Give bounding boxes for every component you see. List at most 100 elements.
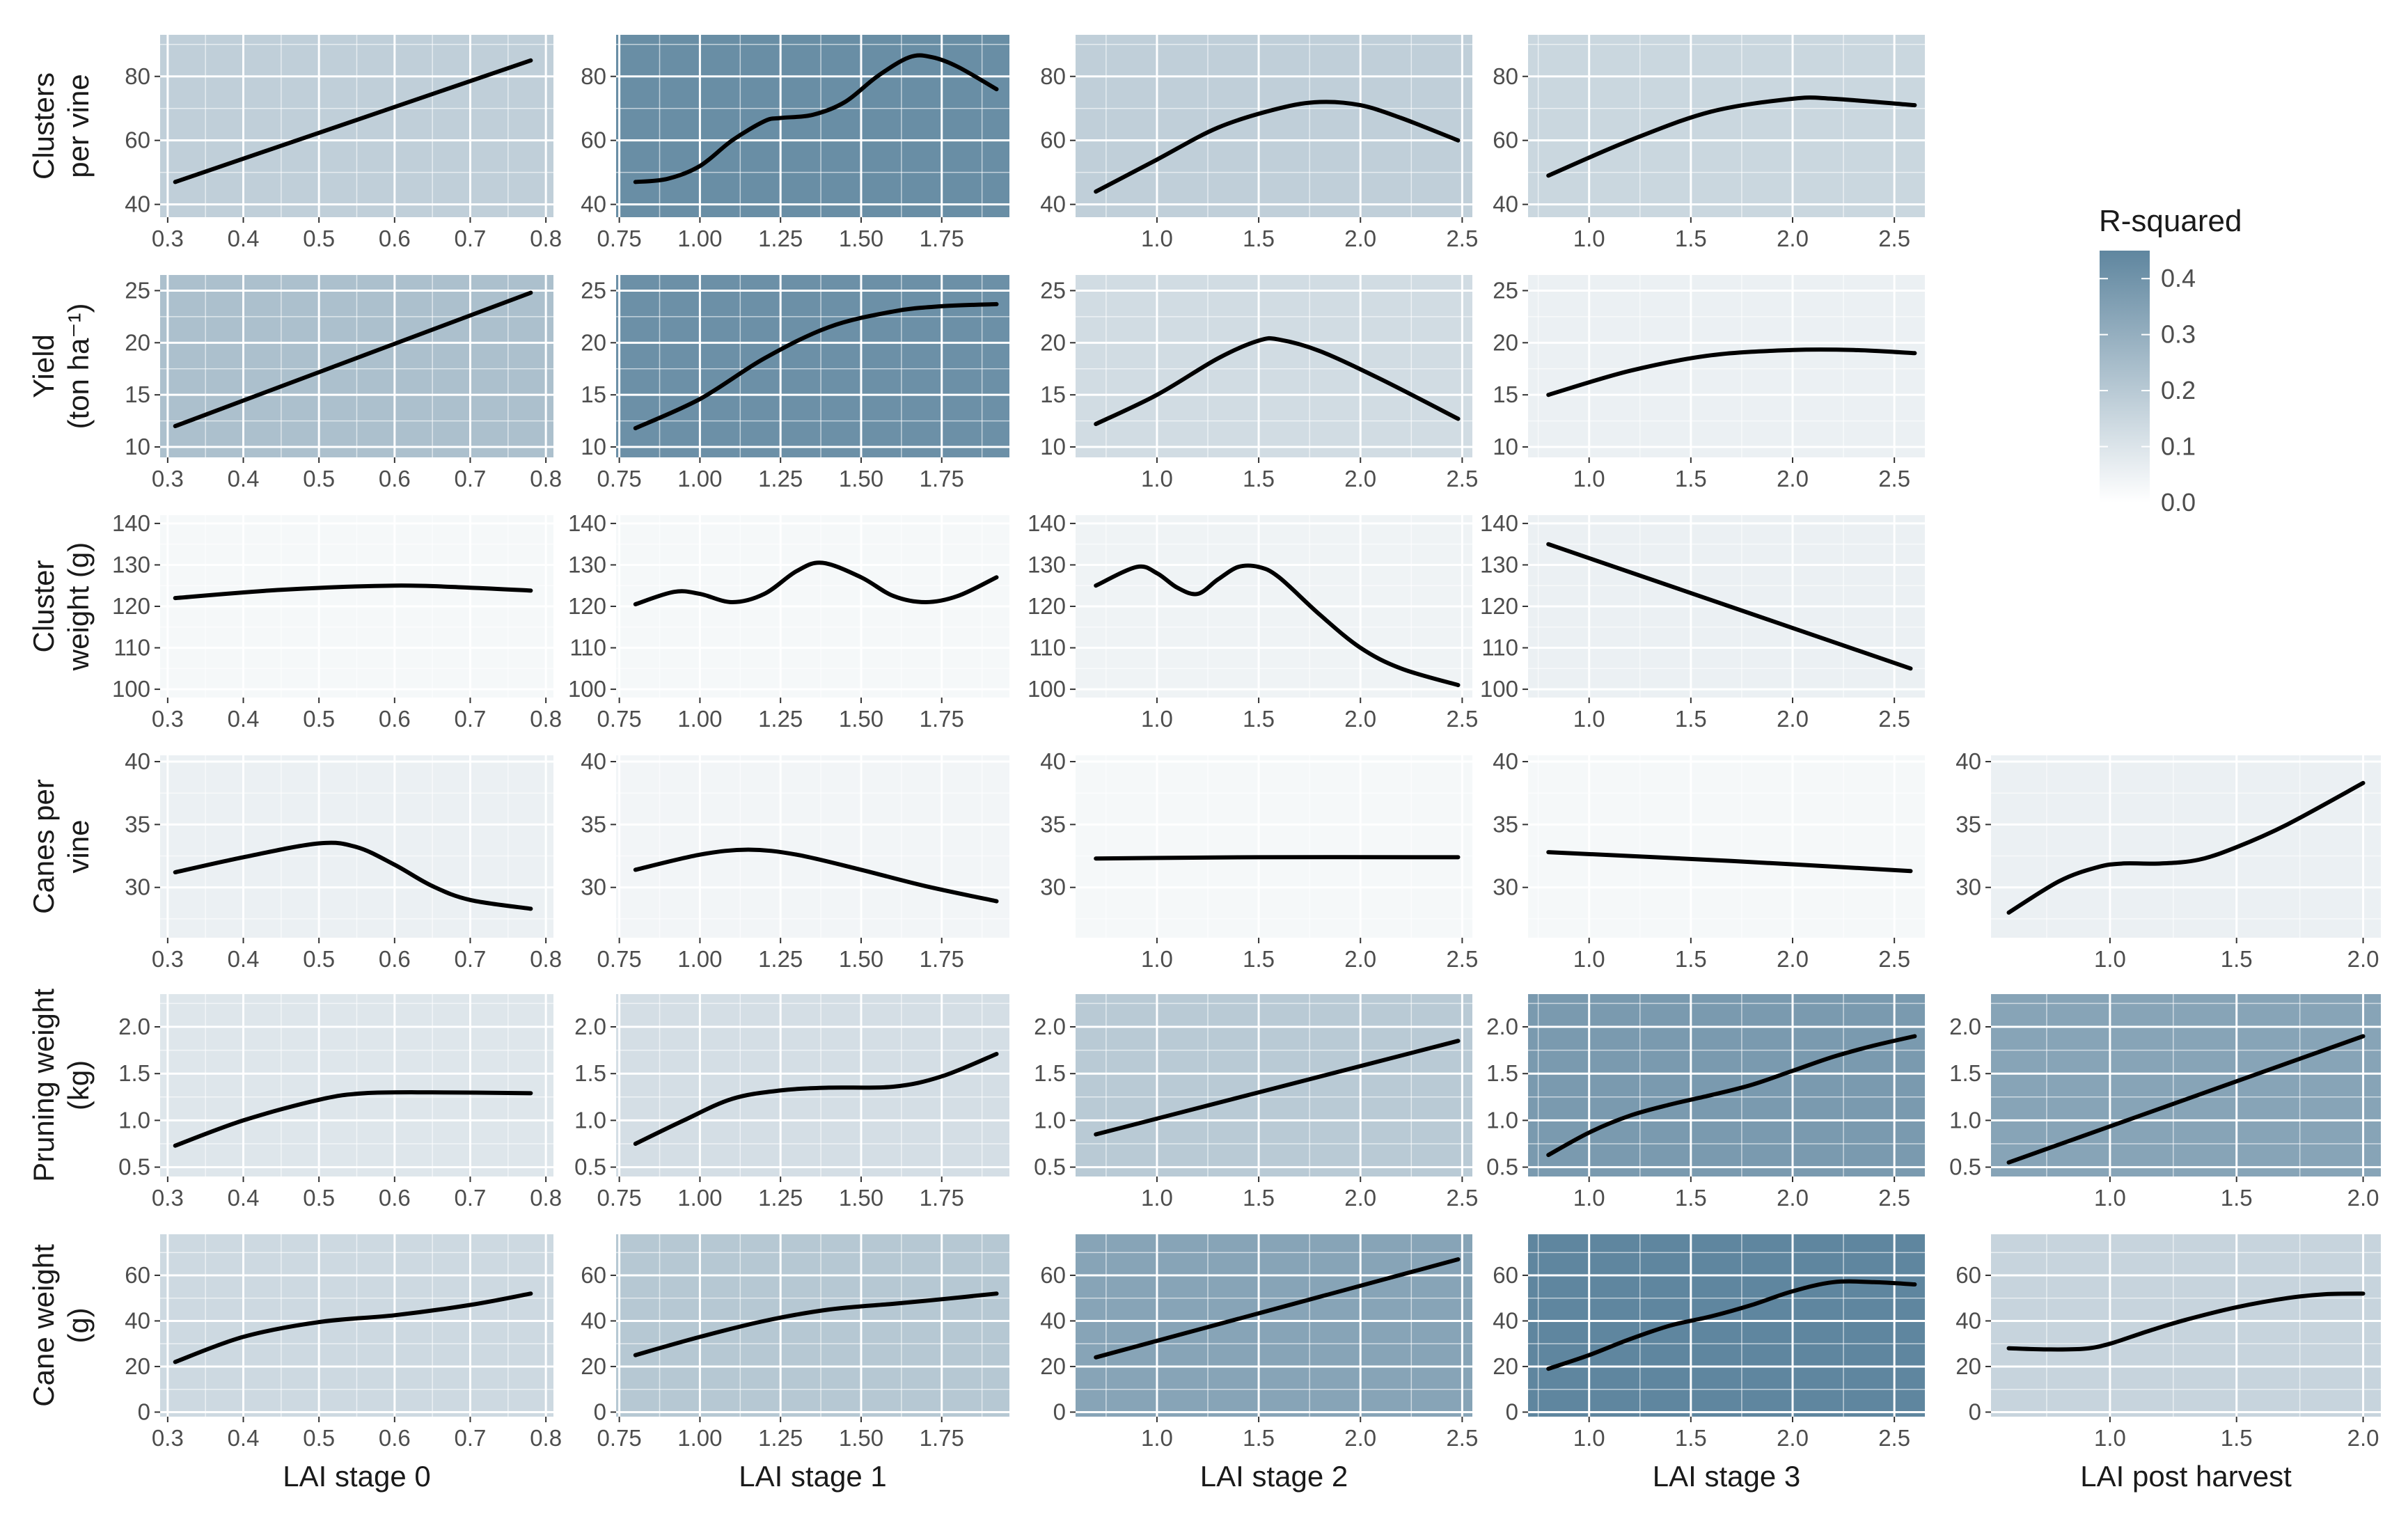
x-tick-label: 0.4 [228,466,260,491]
fitted-line [633,301,999,431]
x-tick-label: 0.3 [152,226,184,251]
fitted-line [2006,1291,2366,1352]
y-tick-label: 110 [1029,635,1066,661]
y-tick-label: 100 [568,676,606,702]
y-tick-label: 60 [1493,1262,1518,1288]
y-tick-label: 0.5 [1034,1154,1066,1180]
fitted-line [1546,95,1917,178]
x-tick-label: 2.0 [2347,946,2379,972]
y-tick-label: 40 [581,748,606,774]
row-label-line: Cluster [27,560,60,652]
y-tick-label: 0 [138,1399,150,1424]
x-tick-label: 2.0 [1344,226,1376,251]
x-tick-label: 0.5 [303,1185,335,1211]
x-tick-label: 0.8 [530,706,562,732]
x-tick-label: 2.5 [1878,706,1910,732]
y-tick-label: 80 [1493,63,1518,89]
fitted-line [1546,347,1917,398]
x-tick-label: 0.4 [228,226,260,251]
panel-r0-c2: 1.0 1.5 2.0 2.5 40 60 80 [1040,35,1478,251]
column-label-4: LAI post harvest [2080,1460,2292,1493]
y-tick-label: 0 [594,1399,606,1424]
y-tick-label: 60 [1040,1262,1066,1288]
y-tick-label: 1.0 [574,1107,606,1133]
fitted-line [2006,780,2366,915]
y-tick-label: 60 [1493,127,1518,153]
panel-r1-c3: 1.0 1.5 2.0 2.5 10 15 20 25 [1493,275,1925,491]
x-tick-label: 0.3 [152,946,184,972]
x-tick-label: 2.0 [2347,1425,2379,1451]
x-tick-label: 2.0 [1777,1425,1809,1451]
y-tick-label: 25 [1040,277,1066,303]
x-tick-label: 1.25 [758,946,803,972]
x-tick-label: 2.0 [1344,946,1376,972]
x-tick-label: 1.50 [839,1185,883,1211]
y-tick-label: 40 [125,1307,150,1333]
y-tick-label: 10 [581,434,606,459]
y-tick-label: 15 [125,381,150,407]
y-tick-label: 60 [125,127,150,153]
y-tick-label: 120 [1480,593,1518,619]
panel-background [1076,755,1472,938]
fitted-line [633,1291,999,1357]
x-tick-label: 1.5 [1675,1425,1707,1451]
x-tick-label: 1.25 [758,466,803,491]
panel-background [616,755,1009,938]
y-tick-label: 35 [581,811,606,837]
y-tick-label: 140 [1480,510,1518,536]
y-tick-label: 10 [1040,434,1066,459]
x-tick-label: 1.0 [1141,706,1173,732]
x-tick-label: 1.00 [677,946,722,972]
y-tick-label: 15 [1493,381,1518,407]
panel-background [1528,755,1925,938]
y-tick-label: 20 [125,329,150,355]
panel-background [616,1234,1009,1417]
y-tick-label: 40 [1955,1307,1981,1333]
x-tick-label: 0.5 [303,466,335,491]
x-tick-label: 1.75 [920,466,964,491]
x-tick-label: 0.6 [379,946,411,972]
fitted-line [173,1291,533,1364]
x-tick-label: 0.75 [597,466,642,491]
y-tick-label: 30 [125,874,150,900]
x-tick-label: 1.5 [1675,706,1707,732]
x-tick-label: 0.7 [455,466,487,491]
x-tick-label: 1.5 [1675,226,1707,251]
y-tick-label: 40 [1040,748,1066,774]
y-tick-label: 140 [1028,510,1066,536]
x-tick-label: 0.8 [530,946,562,972]
x-tick-label: 1.50 [839,946,883,972]
x-tick-label: 0.8 [530,466,562,491]
x-tick-label: 2.0 [1344,1185,1376,1211]
y-tick-label: 40 [1955,748,1981,774]
x-tick-label: 2.5 [1446,946,1478,972]
legend-tick-label: 0.2 [2161,376,2196,404]
legend-tick-label: 0.0 [2161,488,2196,517]
x-tick-label: 2.0 [1777,706,1809,732]
panel-background [1528,35,1925,217]
row-label-line: Cane weight [27,1244,60,1407]
x-tick-label: 1.5 [1243,466,1275,491]
y-tick-label: 2.0 [574,1014,606,1039]
y-tick-label: 1.5 [118,1060,150,1086]
x-tick-label: 0.4 [228,1425,260,1451]
y-tick-label: 120 [568,593,606,619]
x-tick-label: 1.75 [920,946,964,972]
x-tick-label: 2.0 [1344,466,1376,491]
y-tick-label: 60 [581,1262,606,1288]
y-tick-label: 10 [1493,434,1518,459]
x-tick-label: 1.00 [677,706,722,732]
x-tick-label: 1.75 [920,1425,964,1451]
x-tick-label: 0.8 [530,226,562,251]
fitted-line [633,1052,999,1146]
panel-r3-c2: 1.0 1.5 2.0 2.5 30 35 40 [1040,748,1478,972]
y-tick-label: 0 [1969,1399,1981,1424]
y-tick-label: 20 [1040,1353,1066,1379]
y-tick-label: 30 [1040,874,1066,900]
x-tick-label: 0.5 [303,1425,335,1451]
x-tick-label: 1.00 [677,466,722,491]
panel-r1-c2: 1.0 1.5 2.0 2.5 10 15 20 25 [1040,275,1478,491]
y-tick-label: 80 [581,63,606,89]
